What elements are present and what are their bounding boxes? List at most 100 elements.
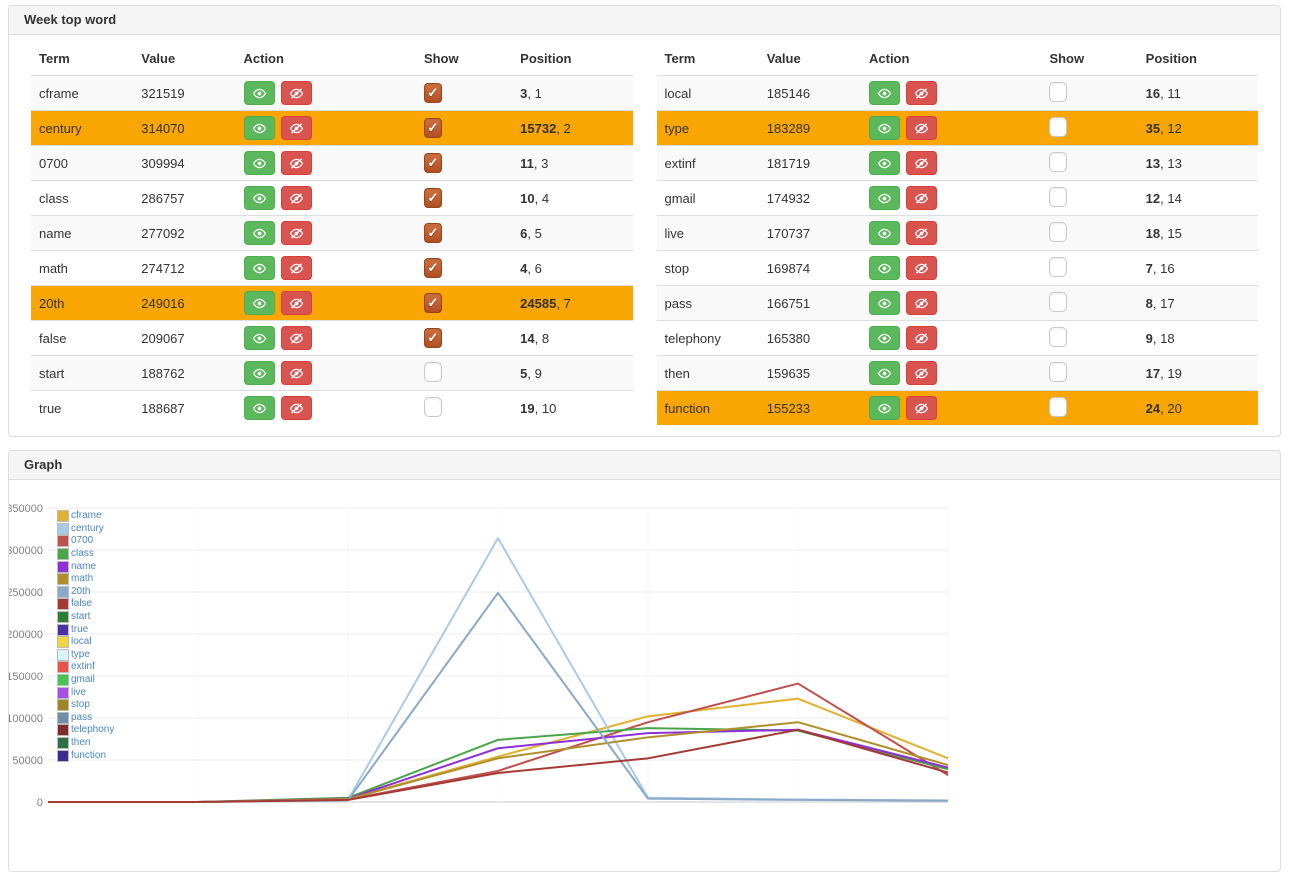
show-button[interactable] (869, 151, 900, 175)
hide-button[interactable] (280, 221, 312, 245)
show-checkbox[interactable]: ✓ (423, 328, 442, 348)
show-checkbox[interactable]: ✓ (423, 223, 442, 243)
show-button[interactable] (869, 326, 900, 350)
legend-item-cframe[interactable]: cframe (57, 510, 114, 523)
show-button[interactable] (869, 291, 900, 315)
legend-item-class[interactable]: class (57, 548, 114, 561)
show-button[interactable] (243, 361, 275, 385)
legend-item-stop[interactable]: stop (57, 699, 114, 712)
show-checkbox[interactable]: ✓ (423, 258, 442, 278)
hide-button[interactable] (280, 151, 312, 175)
table-row[interactable]: century 314070 ✓ 15732, 2 (31, 110, 633, 146)
show-checkbox[interactable] (1049, 221, 1068, 242)
show-button[interactable] (869, 256, 900, 280)
hide-button[interactable] (280, 326, 312, 350)
legend-item-local[interactable]: local (57, 636, 114, 649)
table-row[interactable]: pass 166751 8, 17 (656, 285, 1258, 321)
hide-button[interactable] (906, 151, 937, 175)
legend-item-0700[interactable]: 0700 (57, 535, 114, 548)
table-row[interactable]: cframe 321519 ✓ 3, 1 (31, 75, 633, 111)
legend-item-function[interactable]: function (57, 749, 114, 762)
hide-button[interactable] (280, 256, 312, 280)
legend-item-gmail[interactable]: gmail (57, 674, 114, 687)
show-button[interactable] (243, 326, 275, 350)
hide-button[interactable] (906, 361, 937, 385)
show-button[interactable] (243, 151, 275, 175)
table-row[interactable]: type 183289 35, 12 (656, 110, 1258, 146)
hide-button[interactable] (280, 396, 312, 420)
show-checkbox[interactable] (1049, 361, 1068, 382)
legend-item-name[interactable]: name (57, 560, 114, 573)
table-row[interactable]: start 188762 5, 9 (31, 355, 633, 391)
show-button[interactable] (243, 81, 275, 105)
show-checkbox[interactable]: ✓ (423, 118, 442, 138)
table-row[interactable]: local 185146 16, 11 (656, 75, 1258, 111)
show-checkbox[interactable]: ✓ (423, 188, 442, 208)
table-row[interactable]: math 274712 ✓ 4, 6 (31, 250, 633, 286)
legend-item-20th[interactable]: 20th (57, 585, 114, 599)
show-button[interactable] (869, 396, 900, 420)
table-row[interactable]: false 209067 ✓ 14, 8 (31, 320, 633, 356)
table-row[interactable]: stop 169874 7, 16 (656, 250, 1258, 286)
hide-button[interactable] (906, 221, 937, 245)
show-button[interactable] (243, 291, 275, 315)
legend-item-true[interactable]: true (57, 623, 114, 636)
show-button[interactable] (869, 116, 900, 140)
hide-button[interactable] (280, 361, 312, 385)
table-row[interactable]: gmail 174932 12, 14 (656, 180, 1258, 216)
show-checkbox[interactable] (1049, 256, 1068, 277)
hide-button[interactable] (280, 116, 312, 140)
hide-button[interactable] (906, 291, 937, 315)
table-row[interactable]: name 277092 ✓ 6, 5 (31, 215, 633, 251)
table-row[interactable]: function 155233 24, 20 (656, 390, 1258, 425)
show-button[interactable] (243, 186, 275, 210)
show-checkbox[interactable]: ✓ (423, 83, 442, 103)
show-button[interactable] (243, 221, 275, 245)
show-button[interactable] (869, 186, 900, 210)
hide-button[interactable] (906, 186, 937, 210)
table-row[interactable]: 20th 249016 ✓ 24585, 7 (31, 285, 633, 321)
show-checkbox[interactable] (1049, 396, 1068, 417)
table-row[interactable]: 0700 309994 ✓ 11, 3 (31, 145, 633, 181)
hide-button[interactable] (280, 291, 312, 315)
show-button[interactable] (869, 221, 900, 245)
hide-button[interactable] (280, 81, 312, 105)
hide-button[interactable] (280, 186, 312, 210)
table-row[interactable]: telephony 165380 9, 18 (656, 320, 1258, 356)
legend-item-start[interactable]: start (57, 611, 114, 624)
legend-item-then[interactable]: then (57, 736, 114, 750)
table-row[interactable]: extinf 181719 13, 13 (656, 145, 1258, 181)
show-checkbox[interactable]: ✓ (423, 153, 442, 173)
table-row[interactable]: then 159635 17, 19 (656, 355, 1258, 391)
show-checkbox[interactable] (423, 361, 442, 382)
show-checkbox[interactable]: ✓ (423, 293, 442, 313)
hide-button[interactable] (906, 256, 937, 280)
hide-button[interactable] (906, 396, 937, 420)
show-checkbox[interactable] (1049, 151, 1068, 172)
legend-item-live[interactable]: live (57, 686, 114, 699)
show-checkbox[interactable] (1049, 186, 1068, 207)
hide-button[interactable] (906, 326, 937, 350)
show-button[interactable] (243, 116, 275, 140)
show-button[interactable] (869, 81, 900, 105)
show-button[interactable] (243, 256, 275, 280)
show-checkbox[interactable] (423, 396, 442, 417)
legend-item-type[interactable]: type (57, 648, 114, 662)
legend-item-telephony[interactable]: telephony (57, 724, 114, 737)
show-checkbox[interactable] (1049, 116, 1068, 137)
table-row[interactable]: live 170737 18, 15 (656, 215, 1258, 251)
show-button[interactable] (869, 361, 900, 385)
hide-button[interactable] (906, 81, 937, 105)
table-row[interactable]: true 188687 19, 10 (31, 390, 633, 425)
show-button[interactable] (243, 396, 275, 420)
legend-item-century[interactable]: century (57, 522, 114, 536)
table-row[interactable]: class 286757 ✓ 10, 4 (31, 180, 633, 216)
legend-item-math[interactable]: math (57, 573, 114, 586)
hide-button[interactable] (906, 116, 937, 140)
legend-item-false[interactable]: false (57, 598, 114, 611)
legend-item-extinf[interactable]: extinf (57, 661, 114, 674)
show-checkbox[interactable] (1049, 291, 1068, 312)
show-checkbox[interactable] (1049, 326, 1068, 347)
legend-item-pass[interactable]: pass (57, 711, 114, 725)
show-checkbox[interactable] (1049, 81, 1068, 102)
